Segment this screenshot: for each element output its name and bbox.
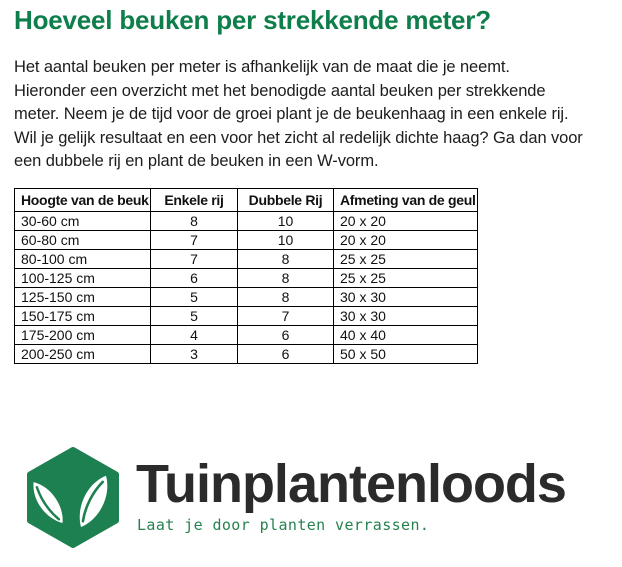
intro-line: Het aantal beuken per meter is afhankeli…	[14, 58, 510, 76]
table-cell: 30 x 30	[333, 306, 478, 326]
table-row: 175-200 cm 4 6 40 x 40	[14, 325, 478, 345]
table-cell: 6	[237, 325, 334, 345]
table-row: 60-80 cm 7 10 20 x 20	[14, 230, 478, 250]
table-cell: 6	[237, 344, 334, 364]
table-cell: 60-80 cm	[14, 230, 151, 250]
table-cell: 40 x 40	[333, 325, 478, 345]
table-cell: 10	[237, 211, 334, 231]
table-cell: 6	[150, 268, 238, 288]
table-cell: 25 x 25	[333, 249, 478, 269]
column-header: Afmeting van de geul	[333, 188, 478, 212]
table-cell: 125-150 cm	[14, 287, 151, 307]
table-cell: 175-200 cm	[14, 325, 151, 345]
table-cell: 7	[150, 249, 238, 269]
table-cell: 8	[237, 249, 334, 269]
table-cell: 8	[237, 287, 334, 307]
table-row: 80-100 cm 7 8 25 x 25	[14, 249, 478, 269]
table-cell: 30 x 30	[333, 287, 478, 307]
table-cell: 80-100 cm	[14, 249, 151, 269]
table-cell: 150-175 cm	[14, 306, 151, 326]
table-cell: 25 x 25	[333, 268, 478, 288]
table-header-row: Hoogte van de beuk Enkele rij Dubbele Rij A…	[14, 188, 478, 212]
brand-name: Tuinplantenloods	[136, 454, 567, 514]
table-cell: 8	[150, 211, 238, 231]
table-cell: 30-60 cm	[14, 211, 151, 231]
table-cell: 5	[150, 287, 238, 307]
table-row: 30-60 cm 8 10 20 x 20	[14, 211, 478, 231]
intro-paragraph: Het aantal beuken per meter is afhankeli…	[14, 56, 583, 174]
intro-line: Hieronder een overzicht met het benodigd…	[14, 81, 546, 100]
brand-logo[interactable]: Tuinplantenloods Laat je door planten ve…	[0, 440, 622, 560]
table-cell: 20 x 20	[333, 230, 478, 250]
table-row: 125-150 cm 5 8 30 x 30	[14, 287, 478, 307]
intro-line: een dubbele rij en plant de beuken in ee…	[14, 152, 379, 171]
column-header: Hoogte van de beuk	[14, 188, 151, 212]
beuken-table: Hoogte van de beuk Enkele rij Dubbele Rij A…	[14, 188, 478, 364]
table-cell: 200-250 cm	[14, 344, 151, 364]
table-cell: 8	[237, 268, 334, 288]
table-cell: 4	[150, 325, 238, 345]
table-row: 200-250 cm 3 6 50 x 50	[14, 344, 478, 364]
table-cell: 50 x 50	[333, 344, 478, 364]
intro-line: Wil je gelijk resultaat en een voor het …	[14, 128, 583, 147]
column-header: Dubbele Rij	[237, 188, 334, 212]
leaf-hexagon-icon	[27, 447, 119, 548]
table-cell: 5	[150, 306, 238, 326]
table-cell: 3	[150, 344, 238, 364]
brand-tagline: Laat je door planten verrassen.	[137, 516, 430, 534]
column-header: Enkele rij	[150, 188, 238, 212]
table-cell: 10	[237, 230, 334, 250]
page-title: Hoeveel beuken per strekkende meter?	[14, 5, 491, 35]
table-cell: 20 x 20	[333, 211, 478, 231]
table-row: 100-125 cm 6 8 25 x 25	[14, 268, 478, 288]
intro-line: meter. Neem je de tijd voor de groei pla…	[14, 105, 569, 124]
table-cell: 7	[237, 306, 334, 326]
table-cell: 7	[150, 230, 238, 250]
table-row: 150-175 cm 5 7 30 x 30	[14, 306, 478, 326]
table-cell: 100-125 cm	[14, 268, 151, 288]
